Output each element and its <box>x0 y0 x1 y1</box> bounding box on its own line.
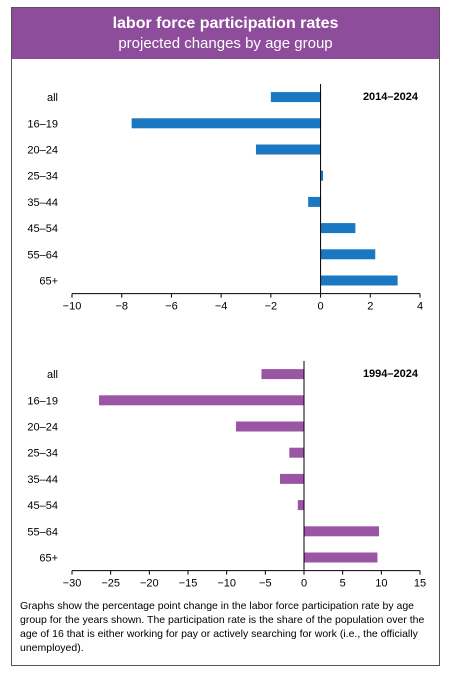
chart2-x-tick-label: 10 <box>375 578 387 590</box>
chart-2014-2024: 2014–2024 all 16–19 20–24 25–34 35–44 45–54 55–… <box>27 84 423 313</box>
chart1-bar <box>320 223 356 234</box>
chart1-x-tick-label: −6 <box>165 301 178 313</box>
chart2-bar <box>235 421 304 432</box>
chart1-bar <box>131 118 321 129</box>
chart1-x-tick-label: 0 <box>318 301 324 313</box>
chart2-x-tick-label: −10 <box>217 578 236 590</box>
chart2-category-label: 55–64 <box>27 526 58 538</box>
chart1-category-label: all <box>47 92 58 104</box>
chart2-category-label: 20–24 <box>27 422 58 434</box>
chart1-x-tick-label: −4 <box>215 301 228 313</box>
chart1-x-tick-label: 4 <box>417 301 423 313</box>
chart2-x-tick-label: −20 <box>140 578 159 590</box>
chart2-category-label: 16–19 <box>27 395 58 407</box>
chart1-category-label: 16–19 <box>27 118 58 130</box>
chart1-category-label: 65+ <box>39 276 58 288</box>
chart2-bar <box>304 552 378 563</box>
chart1-category-label: 45–54 <box>27 223 58 235</box>
chart2-bar <box>289 447 304 458</box>
chart2-category-label: 35–44 <box>27 474 58 486</box>
chart1-bar <box>320 275 398 286</box>
chart2-bar <box>99 395 304 406</box>
chart2-bar <box>280 473 304 484</box>
chart2-category-label: 65+ <box>39 553 58 565</box>
chart2-x-tick-label: −5 <box>259 578 272 590</box>
chart2-bar <box>304 526 380 537</box>
chart-panel: labor force participation rates projecte… <box>11 7 440 666</box>
chart2-bar <box>261 369 304 380</box>
chart1-x-tick-label: −10 <box>63 301 82 313</box>
chart1-bar <box>320 249 376 260</box>
chart-1994-2024: 1994–2024 all 16–19 20–24 25–34 35–44 45–54 55–… <box>27 361 426 590</box>
chart1-x-tick-label: 2 <box>367 301 373 313</box>
chart1-category-label: 55–64 <box>27 249 58 261</box>
chart2-category-label: 25–34 <box>27 448 58 460</box>
chart-header: labor force participation rates projecte… <box>12 8 439 59</box>
chart2-x-tick-label: −25 <box>101 578 120 590</box>
chart1-bar <box>270 92 321 103</box>
chart1-x-tick-label: −8 <box>115 301 128 313</box>
caption-text: Graphs show the percentage point change … <box>20 600 425 654</box>
chart1-bar <box>255 144 321 155</box>
chart2-x-tick-label: 0 <box>301 578 307 590</box>
chart2-x-tick-label: −30 <box>63 578 82 590</box>
chart2-bar <box>297 500 304 511</box>
chart1-bar <box>320 170 324 181</box>
chart2-category-label: 45–54 <box>27 500 58 512</box>
chart1-category-label: 25–34 <box>27 171 58 183</box>
chart1-bar <box>308 196 321 207</box>
chart2-category-label: all <box>47 369 58 381</box>
chart2-x-tick-label: −15 <box>179 578 198 590</box>
chart-title: labor force participation rates <box>112 15 339 32</box>
chart-subtitle: projected changes by age group <box>118 35 333 52</box>
chart2-period-label: 1994–2024 <box>363 368 419 380</box>
chart1-x-tick-label: −2 <box>265 301 278 313</box>
chart1-period-label: 2014–2024 <box>363 91 419 103</box>
chart2-x-tick-label: 5 <box>340 578 346 590</box>
chart1-category-label: 35–44 <box>27 197 58 209</box>
chart2-x-tick-label: 15 <box>414 578 426 590</box>
chart1-category-label: 20–24 <box>27 145 58 157</box>
